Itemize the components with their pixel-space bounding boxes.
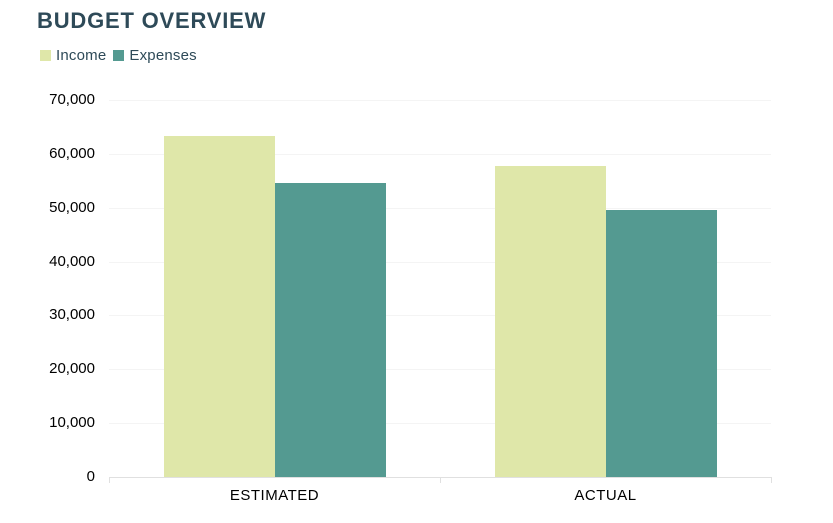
chart-title: BUDGET OVERVIEW <box>37 8 267 33</box>
bar-income-estimated <box>163 135 275 477</box>
gridline <box>109 207 771 209</box>
gridline <box>109 100 771 101</box>
bar-income-actual <box>494 165 606 477</box>
y-axis-tick-label: 0 <box>86 468 95 485</box>
income-swatch-icon <box>40 50 51 61</box>
y-axis-tick-label: 30,000 <box>49 306 95 324</box>
y-axis-tick-label: 60,000 <box>49 144 95 162</box>
legend-label-income: Income <box>56 47 107 64</box>
legend-label-expenses: Expenses <box>129 47 197 64</box>
x-axis-category-label: ACTUAL <box>574 487 637 504</box>
y-axis-tick-label: 40,000 <box>49 252 95 270</box>
x-axis-tick <box>440 477 441 483</box>
y-axis-tick-label: 70,000 <box>49 91 95 108</box>
gridline <box>109 261 771 263</box>
x-axis-tick <box>771 477 772 483</box>
legend-item-income: Income <box>40 47 106 64</box>
x-axis-category-label: ESTIMATED <box>229 487 320 504</box>
gridline <box>109 423 771 425</box>
bar-expenses-actual <box>605 209 717 477</box>
y-axis-tick-label: 20,000 <box>49 360 95 378</box>
chart-legend: Income Expenses <box>40 47 197 64</box>
gridline <box>109 153 771 155</box>
x-axis-tick <box>109 477 110 483</box>
y-axis-tick-label: 50,000 <box>49 198 95 216</box>
expenses-swatch-icon <box>113 50 125 61</box>
gridline <box>109 315 771 317</box>
bar-expenses-estimated <box>274 183 386 477</box>
y-axis-tick-label: 10,000 <box>49 414 95 432</box>
gridline <box>109 369 771 371</box>
legend-item-expenses: Expenses <box>113 47 197 64</box>
